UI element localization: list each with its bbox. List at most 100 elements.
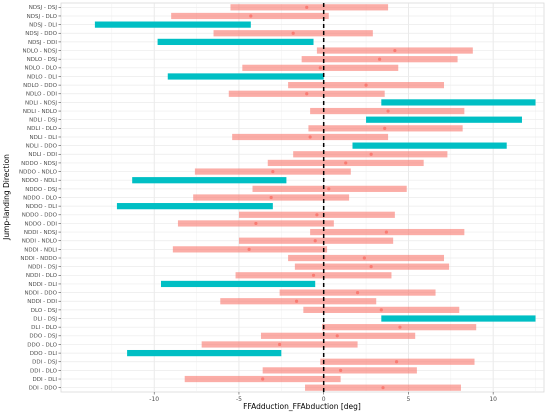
y-tick-label: NDLI - DDI [28,152,57,158]
y-tick-labels: NDSJ - DSJ NDSJ - DLO NDSJ - DLI NDSJ - DDO… [19,5,61,392]
mean-point [381,386,385,390]
mean-point [269,195,273,200]
y-tick-label: NDLI - DLO [27,126,58,132]
mean-point [261,377,265,381]
mean-point [457,100,461,105]
mean-point [383,126,387,130]
y-tick-label: NDLI - DSJ [29,118,57,124]
mean-point [244,74,248,79]
y-tick-label: NDDI - DDO [25,290,58,296]
mean-point [335,334,339,338]
mean-point [344,161,348,165]
y-tick-label: NDDI - NDLI [24,247,57,253]
mean-point [362,256,366,260]
mean-point [171,23,175,27]
y-tick-label: DLI - DLO [31,325,58,331]
range-bar [288,254,445,262]
y-tick-label: DDI - DSJ [32,360,57,366]
y-tick-label: DDI - DLO [30,368,58,374]
mean-point [305,92,309,96]
mean-point [318,66,322,70]
mean-points [171,5,461,390]
y-tick-label: NDDO - DLI [26,204,58,210]
mean-point [394,360,399,364]
y-tick-label: DLO - DSJ [31,308,58,314]
y-tick-label: NDDI - DSJ [28,265,57,271]
y-tick-label: NDSJ - DLO [27,14,58,20]
y-tick-label: NDDI - DLI [28,282,57,288]
y-tick-label: DDO - DSJ [29,334,57,340]
y-tick-label: NDLO - DLI [27,74,57,80]
mean-point [355,290,360,295]
range-bar [230,4,389,11]
y-tick-label: NDDI - NDDO [20,256,57,262]
y-tick-label: NDDO - DLO [23,195,57,201]
y-tick-label: NDLI - DLI [30,135,58,141]
mean-point [379,308,383,312]
mean-point [233,40,238,44]
y-tick-label: DDO - DLO [27,342,57,348]
mean-point [254,221,258,226]
mean-point [201,351,205,355]
y-tick-label: NDSJ - DLI [29,23,57,29]
mean-point [369,152,373,156]
x-tick-label: -10 [149,396,159,403]
mean-point [305,5,309,9]
mean-point [384,230,388,234]
y-tick-label: NDLI - NDSJ [25,100,57,106]
y-tick-label: NDDI - DLO [26,273,58,279]
y-tick-label: NDSJ - DDI [28,40,57,46]
y-tick-label: NDLI - NDLO [23,109,58,115]
y-tick-label: NDDO - NDLI [22,178,58,184]
mean-point [398,325,402,329]
y-tick-label: NDLO - DSJ [27,57,58,63]
y-tick-label: NDLI - DDO [26,144,58,150]
y-tick-label: NDDI - NDSJ [24,230,58,236]
y-tick-label: DDI - DLI [33,377,58,383]
mean-point [369,265,373,269]
mean-point [237,282,241,286]
mean-point [311,273,316,277]
mean-point [378,57,382,61]
y-tick-label: NDDO - DSJ [25,187,57,193]
mean-point [428,144,433,148]
x-axis-title: FFAdduction_FFAbduction [deg] [243,402,361,411]
mean-point [249,14,253,18]
mean-point [208,178,212,182]
mean-point [193,204,197,208]
y-tick-label: NDLO - NDSJ [23,48,58,54]
x-tick-label: 10 [489,396,497,403]
mean-point [393,48,397,53]
y-tick-label: NDDO - DDI [25,221,58,227]
mean-point [442,118,446,122]
mean-point [278,342,282,347]
x-tick-label: 5 [407,396,411,403]
mean-point [327,187,331,191]
mean-point [313,239,317,243]
y-tick-label: NDSJ - DDO [25,31,57,37]
mean-point [308,135,312,139]
mean-point [364,83,368,87]
y-tick-label: NDLO - DLO [25,66,58,72]
y-tick-label: DDO - DLI [30,351,58,357]
y-tick-label: NDDO - NDSJ [21,161,57,167]
x-tick-labels: -10 -5 0 5 10 [149,392,497,403]
x-tick-label: 0 [322,396,326,403]
y-tick-label: NDDO - DDO [22,213,58,219]
mean-point [455,316,460,321]
y-axis-title: Jump-landing Direction [2,154,11,241]
y-tick-label: NDDI - NDLO [22,239,58,245]
y-tick-label: NDSJ - DSJ [29,5,58,11]
mean-point [291,31,295,35]
range-bar [220,298,377,305]
y-tick-label: NDLO - DDI [26,92,57,98]
mean-point [339,368,343,372]
mean-point [386,109,390,113]
y-tick-label: NDDI - DDI [27,299,57,305]
y-tick-label: DDI - DDO [29,386,58,392]
y-tick-label: DLI - DSJ [33,316,57,322]
mean-point [315,213,319,217]
y-tick-label: NDLO - DDO [23,83,57,89]
mean-point [271,169,275,174]
